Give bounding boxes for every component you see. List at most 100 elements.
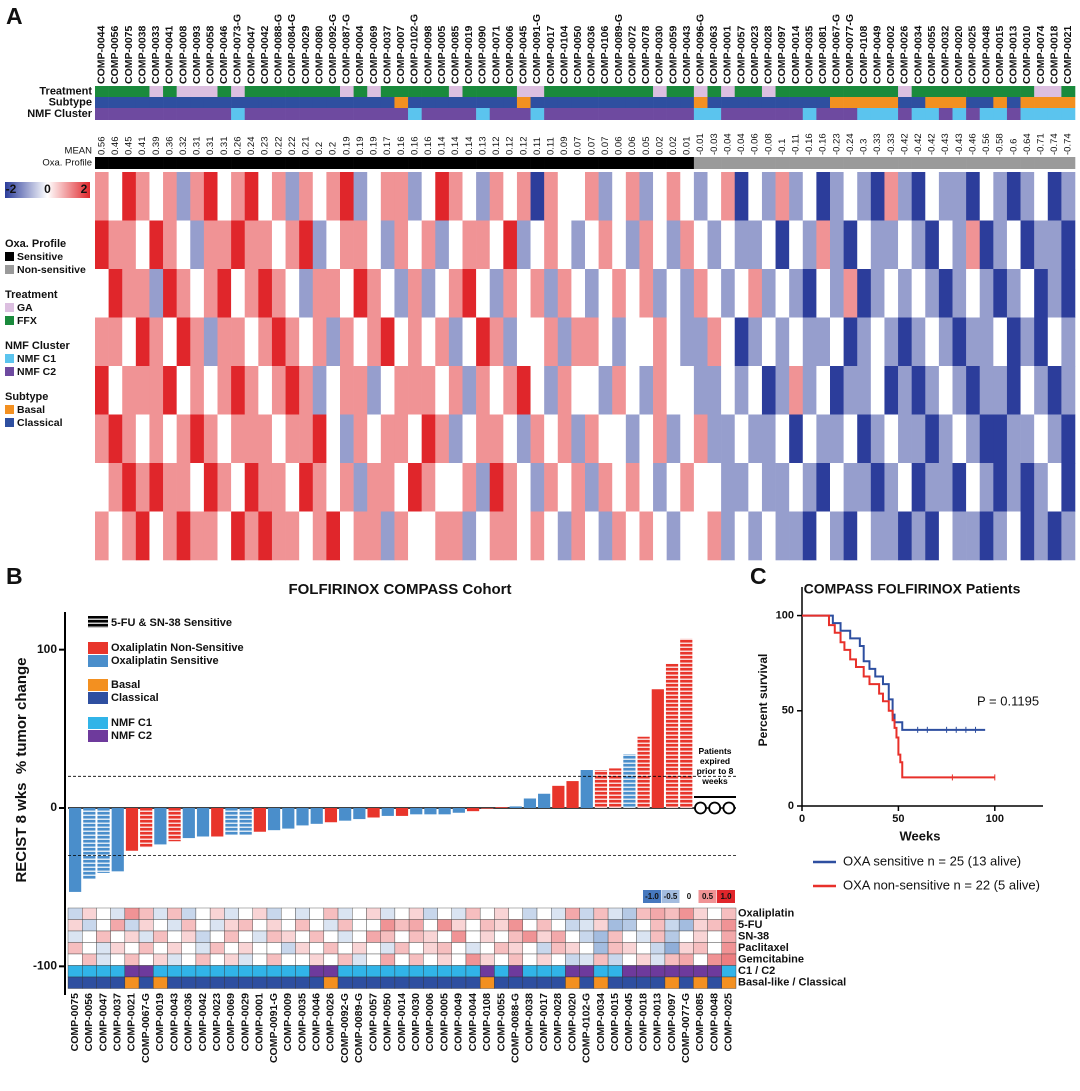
- heatmap-cell: [435, 463, 450, 512]
- heatmap-cell: [966, 414, 981, 464]
- row-label: 5-FU: [738, 919, 763, 931]
- track-cell: [612, 108, 627, 120]
- heatmap-cell: [258, 414, 273, 464]
- column-label: COMP-0059: [667, 25, 679, 84]
- mean-value: -0.04: [722, 133, 733, 155]
- track-cell: [622, 965, 637, 978]
- heatmap-cell: [271, 463, 286, 512]
- heatmap-cell: [326, 463, 341, 512]
- heatmap-cell: [138, 930, 154, 943]
- heatmap-cell: [312, 220, 327, 270]
- track-cell: [217, 97, 232, 108]
- heatmap-cell: [366, 930, 381, 943]
- heatmap-cell: [252, 930, 268, 943]
- heatmap-cell: [479, 907, 495, 920]
- track-cell: [598, 97, 613, 108]
- heatmap-cell: [423, 953, 438, 966]
- track-cell: [312, 97, 327, 108]
- heatmap-cell: [979, 366, 994, 415]
- heatmap-cell: [707, 366, 722, 415]
- heatmap-cell: [367, 366, 382, 415]
- heatmap-cell: [565, 942, 580, 955]
- heatmap-cell: [993, 172, 1008, 221]
- heatmap-cell: [195, 907, 211, 920]
- heatmap-cell: [465, 953, 481, 966]
- heatmap-cell: [522, 907, 538, 920]
- heatmap-cell: [124, 930, 140, 943]
- heatmap-cell: [224, 953, 239, 966]
- legend-swatch: [88, 692, 108, 704]
- column-label: COMP-0032: [939, 25, 951, 84]
- mean-value: 0.2: [314, 142, 325, 155]
- heatmap-cell: [693, 919, 708, 932]
- heatmap-cell: [622, 919, 637, 932]
- track-cell: [224, 976, 239, 989]
- heatmap-cell: [952, 366, 967, 415]
- heatmap-cell: [830, 511, 844, 561]
- heatmap-cell: [530, 414, 545, 464]
- track-cell: [266, 965, 282, 978]
- heatmap-cell: [625, 366, 640, 415]
- track-cell: [476, 157, 491, 169]
- track-cell: [489, 97, 504, 108]
- column-label: COMP-0091-G: [531, 14, 543, 84]
- mean-value: -0.64: [1022, 133, 1033, 155]
- heatmap-cell: [830, 220, 844, 270]
- x-tick-label: COMP-0042: [197, 993, 209, 1052]
- legend-swatch: [5, 252, 14, 261]
- track-cell: [421, 108, 436, 120]
- heatmap-cell: [190, 317, 205, 367]
- heatmap-cell: [870, 414, 885, 464]
- track-cell: [544, 86, 559, 97]
- track-cell: [231, 108, 246, 120]
- colorbar-label: 1.0: [720, 892, 732, 901]
- heatmap-cell: [544, 366, 559, 415]
- column-label: COMP-0085: [449, 25, 461, 84]
- track-cell: [666, 97, 681, 108]
- heatmap-cell: [266, 942, 282, 955]
- heatmap-cell: [96, 930, 111, 943]
- track-cell: [258, 157, 273, 169]
- heatmap-cell: [1020, 172, 1035, 221]
- heatmap-cell: [612, 366, 627, 415]
- mean-value: -0.1: [777, 139, 788, 155]
- bar: [466, 808, 480, 812]
- heatmap-cell: [135, 172, 150, 221]
- heatmap-cell: [367, 463, 382, 512]
- heatmap-cell: [138, 919, 154, 932]
- track-cell: [565, 976, 580, 989]
- heatmap-cell: [285, 172, 300, 221]
- heatmap-cell: [124, 907, 140, 920]
- heatmap-cell: [195, 930, 211, 943]
- track-cell: [271, 86, 286, 97]
- heatmap-cell: [664, 930, 680, 943]
- track-cell: [1061, 86, 1076, 97]
- heatmap-cell: [585, 172, 599, 221]
- heatmap-cell: [423, 930, 438, 943]
- legend-swatch: [88, 616, 108, 628]
- heatmap-cell: [557, 269, 572, 318]
- heatmap-cell: [421, 414, 436, 464]
- heatmap-cell: [238, 907, 253, 920]
- legend-label: Classical: [17, 417, 63, 429]
- mean-value: 0.31: [205, 137, 216, 156]
- track-cell: [857, 86, 872, 97]
- track-cell: [522, 965, 538, 978]
- heatmap-cell: [557, 220, 572, 270]
- y-tick-label: 0: [50, 800, 57, 814]
- heatmap-cell: [181, 919, 197, 932]
- colorbar-label: 2: [81, 182, 88, 196]
- x-tick-label: COMP-0091-G: [268, 993, 280, 1063]
- heatmap-cell: [108, 511, 123, 561]
- track-cell: [898, 157, 912, 169]
- track-cell: [598, 157, 613, 169]
- heatmap-cell: [516, 414, 531, 464]
- heatmap-cell: [190, 511, 205, 561]
- mean-value: -0.43: [940, 133, 951, 155]
- track-cell: [380, 86, 395, 97]
- heatmap-cell: [258, 366, 273, 415]
- track-cell: [244, 86, 259, 97]
- track-cell: [598, 86, 613, 97]
- mean-value: 0.23: [260, 137, 271, 156]
- heatmap-cell: [775, 220, 790, 270]
